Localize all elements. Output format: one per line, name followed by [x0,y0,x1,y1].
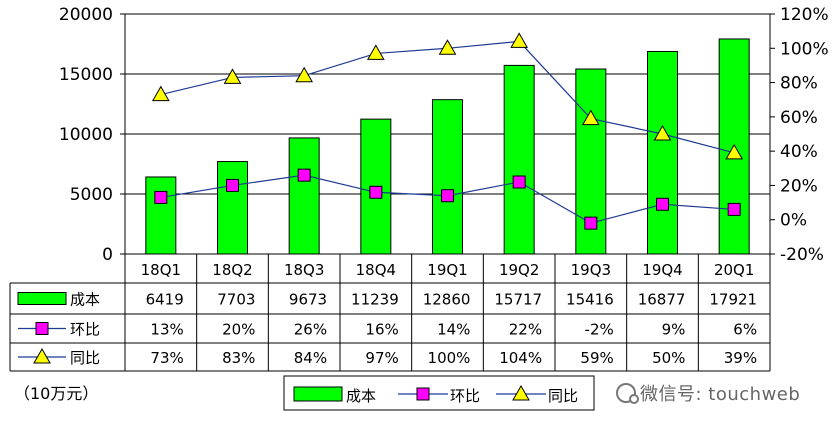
table-cell: 13% [150,321,183,339]
table-cell: 39% [724,349,757,367]
y2-tick-label: 0% [780,211,807,231]
point [727,202,741,216]
point [366,44,385,60]
point [656,197,669,211]
bar [647,50,678,255]
point [510,32,529,48]
row-key-label: 成本 [70,291,100,309]
table-cell: 16877 [638,291,686,309]
table-cell: 59% [580,349,613,367]
row-key-bar [17,292,67,305]
legend-label: 成本 [346,387,376,405]
y2-tick-label: 40% [780,142,818,162]
point [369,185,383,199]
y2-tick-label: 20% [780,176,818,196]
table-cell: 9% [662,321,686,339]
point [725,143,744,160]
y-tick-label: 5000 [70,185,113,205]
table-cell: 22% [509,321,542,339]
data-table: 18Q1 18Q2 18Q3 18Q4 19Q1 19Q2 19Q3 19Q4 20Q1 成本 64… [9,253,771,372]
row-key-label: 环比 [70,321,100,339]
watermark-text: 微信号: touchweb [640,384,801,405]
table-cell: 73% [150,349,183,367]
legend: 成本 环比 同比 [283,375,595,411]
legend-swatch-bar [293,386,343,402]
y-tick-label: 10000 [59,125,113,145]
point [297,168,311,182]
table-cell: 11239 [351,291,399,309]
bar [145,176,177,255]
category-label: 19Q2 [499,261,539,279]
point [584,216,598,230]
row-key-label: 同比 [70,349,100,367]
y2-tick-label: 60% [780,108,818,128]
category-label: 18Q4 [356,261,396,279]
point [441,189,454,203]
point [151,85,170,102]
category-label: 19Q1 [427,261,467,279]
y2-tick-label: -20% [780,245,824,265]
table-cell: 6% [733,321,757,339]
point [223,68,242,84]
legend-label: 环比 [450,387,480,405]
series-lines [151,32,744,230]
table-cell: 20% [222,321,255,339]
legend-marker [416,387,430,401]
point [154,190,168,204]
table-cell: 15416 [566,291,614,309]
table-cell: 7703 [217,291,255,309]
bar [288,137,320,255]
row-key-marker [35,322,49,335]
point [438,39,457,55]
y-tick-label: 20000 [59,5,113,25]
table-cell: 16% [365,321,398,339]
watermark: 微信号: touchweb [616,380,800,406]
table-cell: 50% [652,349,685,367]
table-cell: 84% [294,349,327,367]
table-cell: 15717 [494,291,542,309]
y-tick-label: 0 [102,245,113,265]
table-cell: 97% [365,349,398,367]
legend-label: 同比 [548,387,578,405]
category-label: 19Q3 [571,261,611,279]
y2-tick-label: 80% [780,74,818,94]
wechat-icon [616,383,639,404]
table-cell: 100% [428,349,471,367]
table-cell: 14% [437,321,470,339]
legend-marker [512,384,530,401]
bar [503,64,535,255]
category-label: 19Q4 [642,261,682,279]
unit-label: （10万元） [14,384,99,403]
table-cell: 12860 [423,291,471,309]
table-cell: 83% [222,349,255,367]
table-cell: 104% [499,349,542,367]
point [581,109,600,126]
point [512,175,526,189]
bar [217,161,248,255]
y2-tick-label: 100% [780,39,829,59]
bar [718,38,750,255]
category-label: 18Q3 [284,261,324,279]
category-label: 18Q2 [212,261,252,279]
table-cell: -2% [585,321,614,339]
table-cell: 26% [294,321,327,339]
y2-tick-label: 120% [780,5,829,25]
point [226,178,239,192]
table-cell: 6419 [146,291,184,309]
bar [432,99,463,255]
point [653,124,672,141]
row-key-marker [33,347,51,364]
category-label: 20Q1 [714,261,754,279]
table-cell: 9673 [289,291,327,309]
legend-border [283,375,595,411]
bars [145,38,750,255]
y-tick-label: 15000 [59,65,113,85]
point [295,66,314,83]
axes: 0 5000 10000 15000 20000 -20% 0% 20% 40% 60% 80% 10… [59,5,829,265]
table-cell: 17921 [709,291,757,309]
category-label: 18Q1 [141,261,181,279]
